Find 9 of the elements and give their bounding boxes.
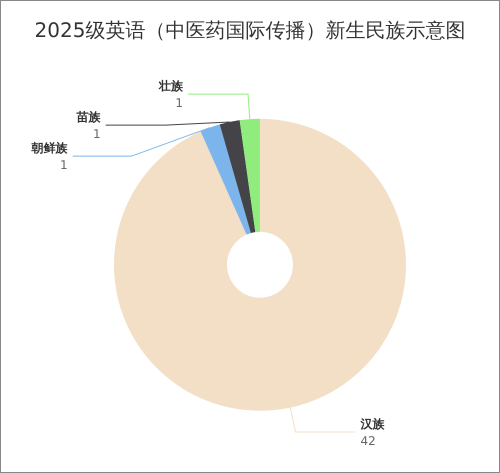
chart-title: 2025级英语（中医药国际传播）新生民族示意图: [34, 18, 466, 42]
data-label: 1: [60, 158, 68, 172]
slice-label: 汉族: [360, 417, 386, 432]
slice-label: 壮族: [158, 79, 184, 94]
data-label: 42: [360, 434, 376, 448]
slice-label: 苗族: [76, 110, 102, 124]
slice-label: 朝鲜族: [30, 141, 69, 156]
data-label: 1: [93, 127, 101, 142]
data-label: 1: [175, 96, 184, 110]
